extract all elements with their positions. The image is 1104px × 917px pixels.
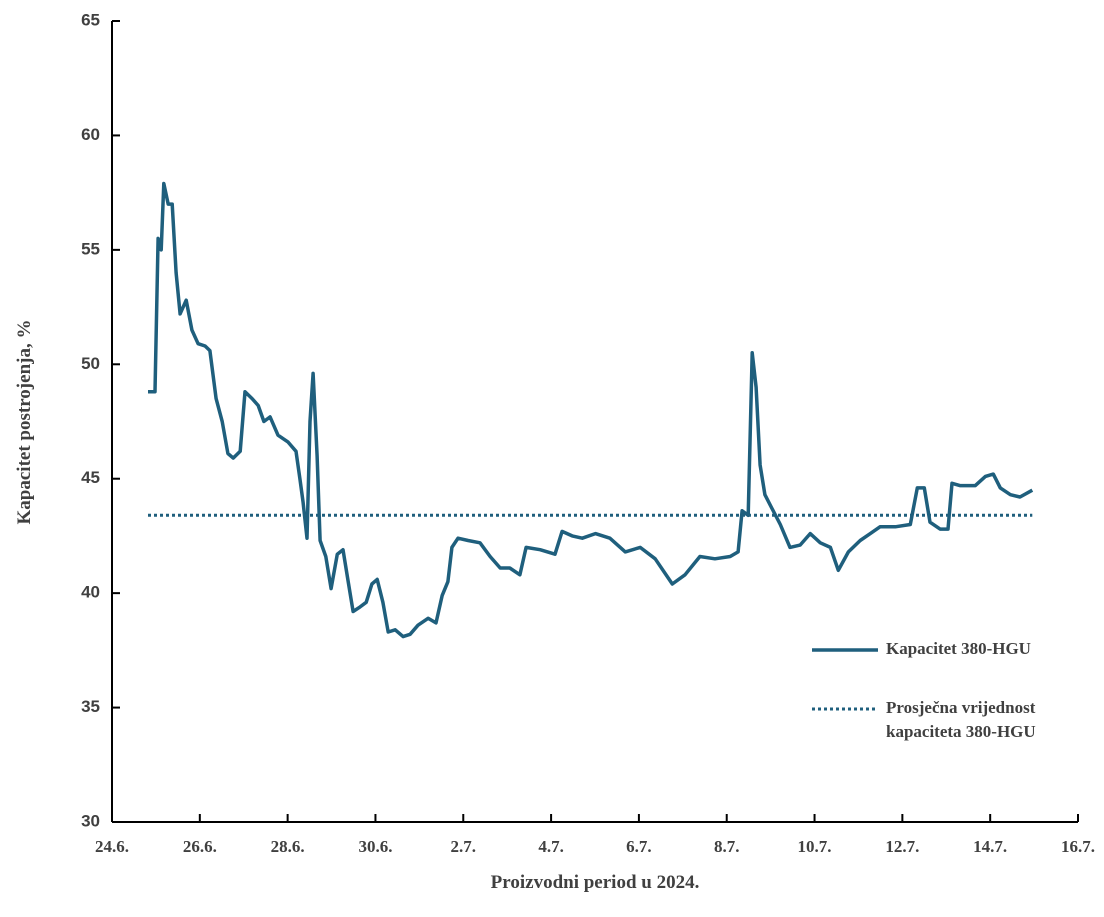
y-tick-label: 35 [81, 697, 100, 716]
x-tick-label: 28.6. [271, 837, 305, 856]
legend-label: Kapacitet 380-HGU [886, 639, 1031, 658]
y-tick-label: 30 [81, 811, 100, 830]
y-axis-title: Kapacitet postrojenja, % [14, 320, 35, 525]
x-tick-label: 2.7. [451, 837, 477, 856]
x-tick-label: 10.7. [798, 837, 832, 856]
x-tick-label: 16.7. [1061, 837, 1095, 856]
x-tick-label: 24.6. [95, 837, 129, 856]
y-tick-label: 65 [81, 10, 100, 29]
x-tick-label: 4.7. [538, 837, 564, 856]
x-tick-label: 30.6. [358, 837, 392, 856]
y-tick-label: 45 [81, 468, 100, 487]
x-tick-label: 8.7. [714, 837, 740, 856]
x-tick-label: 6.7. [626, 837, 652, 856]
y-tick-label: 40 [81, 583, 100, 602]
x-tick-label: 14.7. [973, 837, 1007, 856]
y-tick-label: 50 [81, 354, 100, 373]
legend-label: Prosječna vrijednost kapaciteta 380-HGU [886, 698, 1036, 741]
y-tick-label: 60 [81, 125, 100, 144]
y-tick-label: 55 [81, 239, 100, 258]
x-axis-title: Proizvodni period u 2024. [491, 872, 700, 893]
data-line [148, 181, 1034, 639]
x-tick-label: 12.7. [885, 837, 919, 856]
x-tick-label: 26.6. [183, 837, 217, 856]
